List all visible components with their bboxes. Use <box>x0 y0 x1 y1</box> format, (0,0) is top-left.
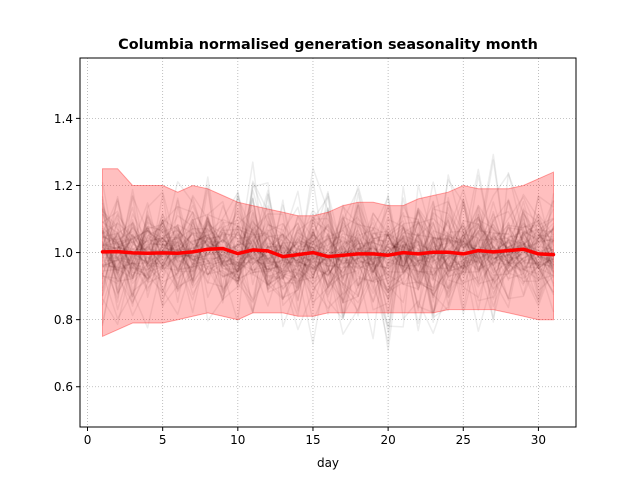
background-series-line <box>102 196 555 303</box>
background-series-line <box>101 190 554 326</box>
background-series-line <box>101 214 554 299</box>
background-series-line <box>101 174 555 352</box>
background-series-line <box>101 207 554 297</box>
background-series-line <box>102 217 554 290</box>
background-series-line <box>101 167 555 318</box>
mean-series-line <box>100 246 556 259</box>
background-series-line <box>102 195 555 317</box>
background-series-line <box>101 189 554 322</box>
background-series-line <box>101 206 554 299</box>
background-series-line <box>101 194 555 304</box>
background-series-line <box>101 200 554 324</box>
background-series-line <box>101 189 555 316</box>
background-series-line <box>101 215 555 315</box>
background-series-line <box>101 185 555 311</box>
background-series-line <box>101 219 555 287</box>
background-series-line <box>102 215 555 286</box>
background-series-line <box>101 207 555 293</box>
background-series-line <box>102 221 555 294</box>
background-series-line <box>101 197 554 320</box>
background-series-line <box>101 187 555 332</box>
background-series-line <box>102 181 555 307</box>
background-series-line <box>102 211 555 289</box>
background-series-line <box>102 171 555 323</box>
y-tick-label: 1.4 <box>54 112 73 126</box>
background-series-line <box>101 161 555 313</box>
background-series-line <box>101 196 555 314</box>
x-tick-label: 25 <box>456 433 471 447</box>
background-series-line <box>101 204 554 301</box>
background-series-line <box>102 182 555 344</box>
background-series-line <box>101 197 555 329</box>
background-series-line <box>102 212 554 320</box>
background-series-line <box>102 211 554 287</box>
background-series-line <box>102 193 555 314</box>
plot-clip-group <box>100 153 556 352</box>
background-series-line <box>101 201 555 282</box>
background-series-line <box>101 196 554 310</box>
background-series-line <box>101 184 555 328</box>
background-series-line <box>101 168 555 316</box>
background-series-line <box>101 173 555 335</box>
y-tick-label: 0.6 <box>54 380 73 394</box>
background-series-line <box>101 207 555 296</box>
background-series-line <box>101 207 554 340</box>
confidence-band <box>102 168 554 338</box>
background-series-line <box>102 222 555 294</box>
background-series-line <box>101 218 555 280</box>
x-tick-label: 5 <box>159 433 167 447</box>
background-series-line <box>101 179 555 332</box>
x-tick-label: 30 <box>531 433 546 447</box>
background-series-line <box>101 184 555 304</box>
background-series-line <box>101 192 554 281</box>
background-series-line <box>101 204 554 306</box>
x-tick-label: 15 <box>305 433 320 447</box>
axes-frame <box>79 57 577 428</box>
x-tick-label: 0 <box>84 433 92 447</box>
background-series-line <box>101 204 554 291</box>
background-series-line <box>102 228 554 271</box>
background-series-line <box>101 196 555 311</box>
background-series-line <box>101 216 555 303</box>
y-tick-label: 1.2 <box>54 179 73 193</box>
x-tick-label: 10 <box>230 433 245 447</box>
background-series-line <box>101 216 555 286</box>
background-series-line <box>101 159 555 320</box>
chart-title: Columbia normalised generation seasonali… <box>118 37 538 53</box>
background-series-line <box>102 205 555 314</box>
plot-area: 0 5 10 15 20 25 30 0.6 0.8 1.0 1.2 1.4 <box>54 57 577 447</box>
background-series-line <box>102 217 554 304</box>
x-axis-label: day <box>317 456 339 470</box>
background-series-line <box>101 182 555 323</box>
background-series-line <box>102 220 554 287</box>
y-tick-label: 1.0 <box>54 246 73 260</box>
y-tick-label: 0.8 <box>54 313 73 327</box>
x-tick-label: 20 <box>380 433 395 447</box>
background-series-line <box>102 234 554 280</box>
background-series-line <box>101 196 555 300</box>
background-series-line <box>101 200 555 298</box>
background-series-line <box>101 200 554 317</box>
